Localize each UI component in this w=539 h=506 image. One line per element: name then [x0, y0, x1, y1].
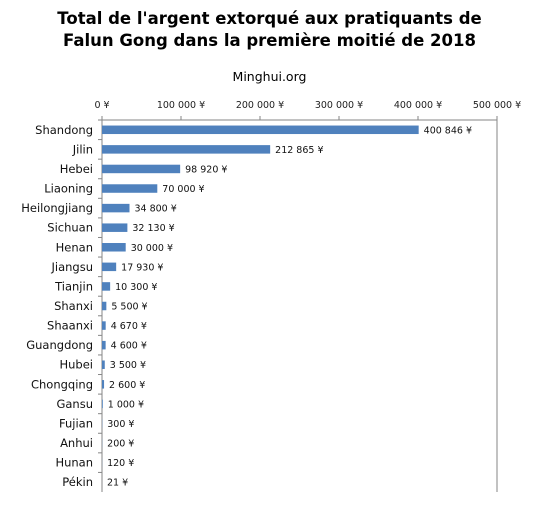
value-label: 34 800 ¥ [134, 204, 176, 215]
value-label: 98 920 ¥ [185, 164, 227, 175]
category-label: Shanxi [54, 299, 93, 313]
value-label: 5 500 ¥ [111, 302, 147, 313]
value-label: 212 865 ¥ [275, 145, 323, 156]
category-label: Hubei [59, 358, 93, 372]
bar-jiangsu [102, 262, 117, 272]
category-label: Shandong [35, 123, 93, 137]
category-label: Sichuan [47, 221, 93, 235]
bar-sichuan [102, 223, 128, 232]
value-label: 1 000 ¥ [108, 399, 144, 410]
value-label: 3 500 ¥ [110, 360, 146, 371]
bar-liaoning [102, 184, 158, 193]
x-tick-label: 500 000 ¥ [473, 100, 521, 111]
category-label: Hunan [55, 456, 93, 470]
category-label: Chongqing [31, 377, 93, 391]
bar-hubei [102, 360, 105, 369]
x-tick-label: 300 000 ¥ [315, 100, 363, 111]
category-label: Jiangsu [50, 260, 93, 274]
category-label: Heilongjiang [21, 201, 93, 215]
bar-shaanxi [102, 321, 106, 330]
category-label: Tianjin [54, 279, 93, 293]
bar-guangdong [102, 340, 106, 350]
value-label: 10 300 ¥ [115, 282, 157, 293]
value-label: 200 ¥ [107, 439, 134, 450]
bar-chongqing [102, 380, 105, 389]
bar-henan [102, 243, 126, 252]
x-tick-label: 200 000 ¥ [236, 100, 284, 111]
bar-gansu [102, 399, 103, 409]
bar-jilin [102, 145, 271, 154]
category-label: Gansu [56, 397, 93, 411]
value-label: 2 600 ¥ [109, 380, 145, 391]
bar-tianjin [102, 282, 111, 291]
x-tick-label: 0 ¥ [94, 100, 109, 111]
value-label: 300 ¥ [107, 419, 134, 430]
bar-heilongjiang [102, 203, 130, 213]
category-label: Jilin [72, 142, 93, 156]
x-tick-label: 400 000 ¥ [394, 100, 442, 111]
category-label: Shaanxi [47, 319, 93, 333]
category-label: Anhui [60, 436, 93, 450]
bar-shandong [102, 125, 419, 135]
category-label: Hebei [60, 162, 93, 176]
value-label: 32 130 ¥ [132, 223, 174, 234]
chart-title: Total de l'argent extorqué aux pratiquan… [0, 8, 539, 52]
bar-hebei [102, 164, 181, 174]
x-tick-label: 100 000 ¥ [157, 100, 205, 111]
category-label: Pékin [62, 475, 93, 489]
chart-title-line-1: Total de l'argent extorqué aux pratiquan… [57, 9, 482, 28]
category-label: Fujian [59, 416, 93, 430]
value-label: 4 670 ¥ [111, 321, 147, 332]
chart-source: Minghui.org [232, 69, 307, 84]
value-label: 400 846 ¥ [424, 125, 472, 136]
category-label: Henan [56, 240, 93, 254]
value-label: 21 ¥ [107, 478, 128, 489]
value-label: 4 600 ¥ [111, 341, 147, 352]
bar-shanxi [102, 301, 107, 311]
value-label: 70 000 ¥ [162, 184, 204, 195]
value-label: 120 ¥ [107, 458, 134, 469]
value-label: 17 930 ¥ [121, 262, 163, 273]
category-label: Guangdong [26, 338, 93, 352]
value-label: 30 000 ¥ [131, 243, 173, 254]
chart-title-line-2: Falun Gong dans la première moitié de 20… [63, 31, 476, 50]
category-label: Liaoning [44, 182, 93, 196]
